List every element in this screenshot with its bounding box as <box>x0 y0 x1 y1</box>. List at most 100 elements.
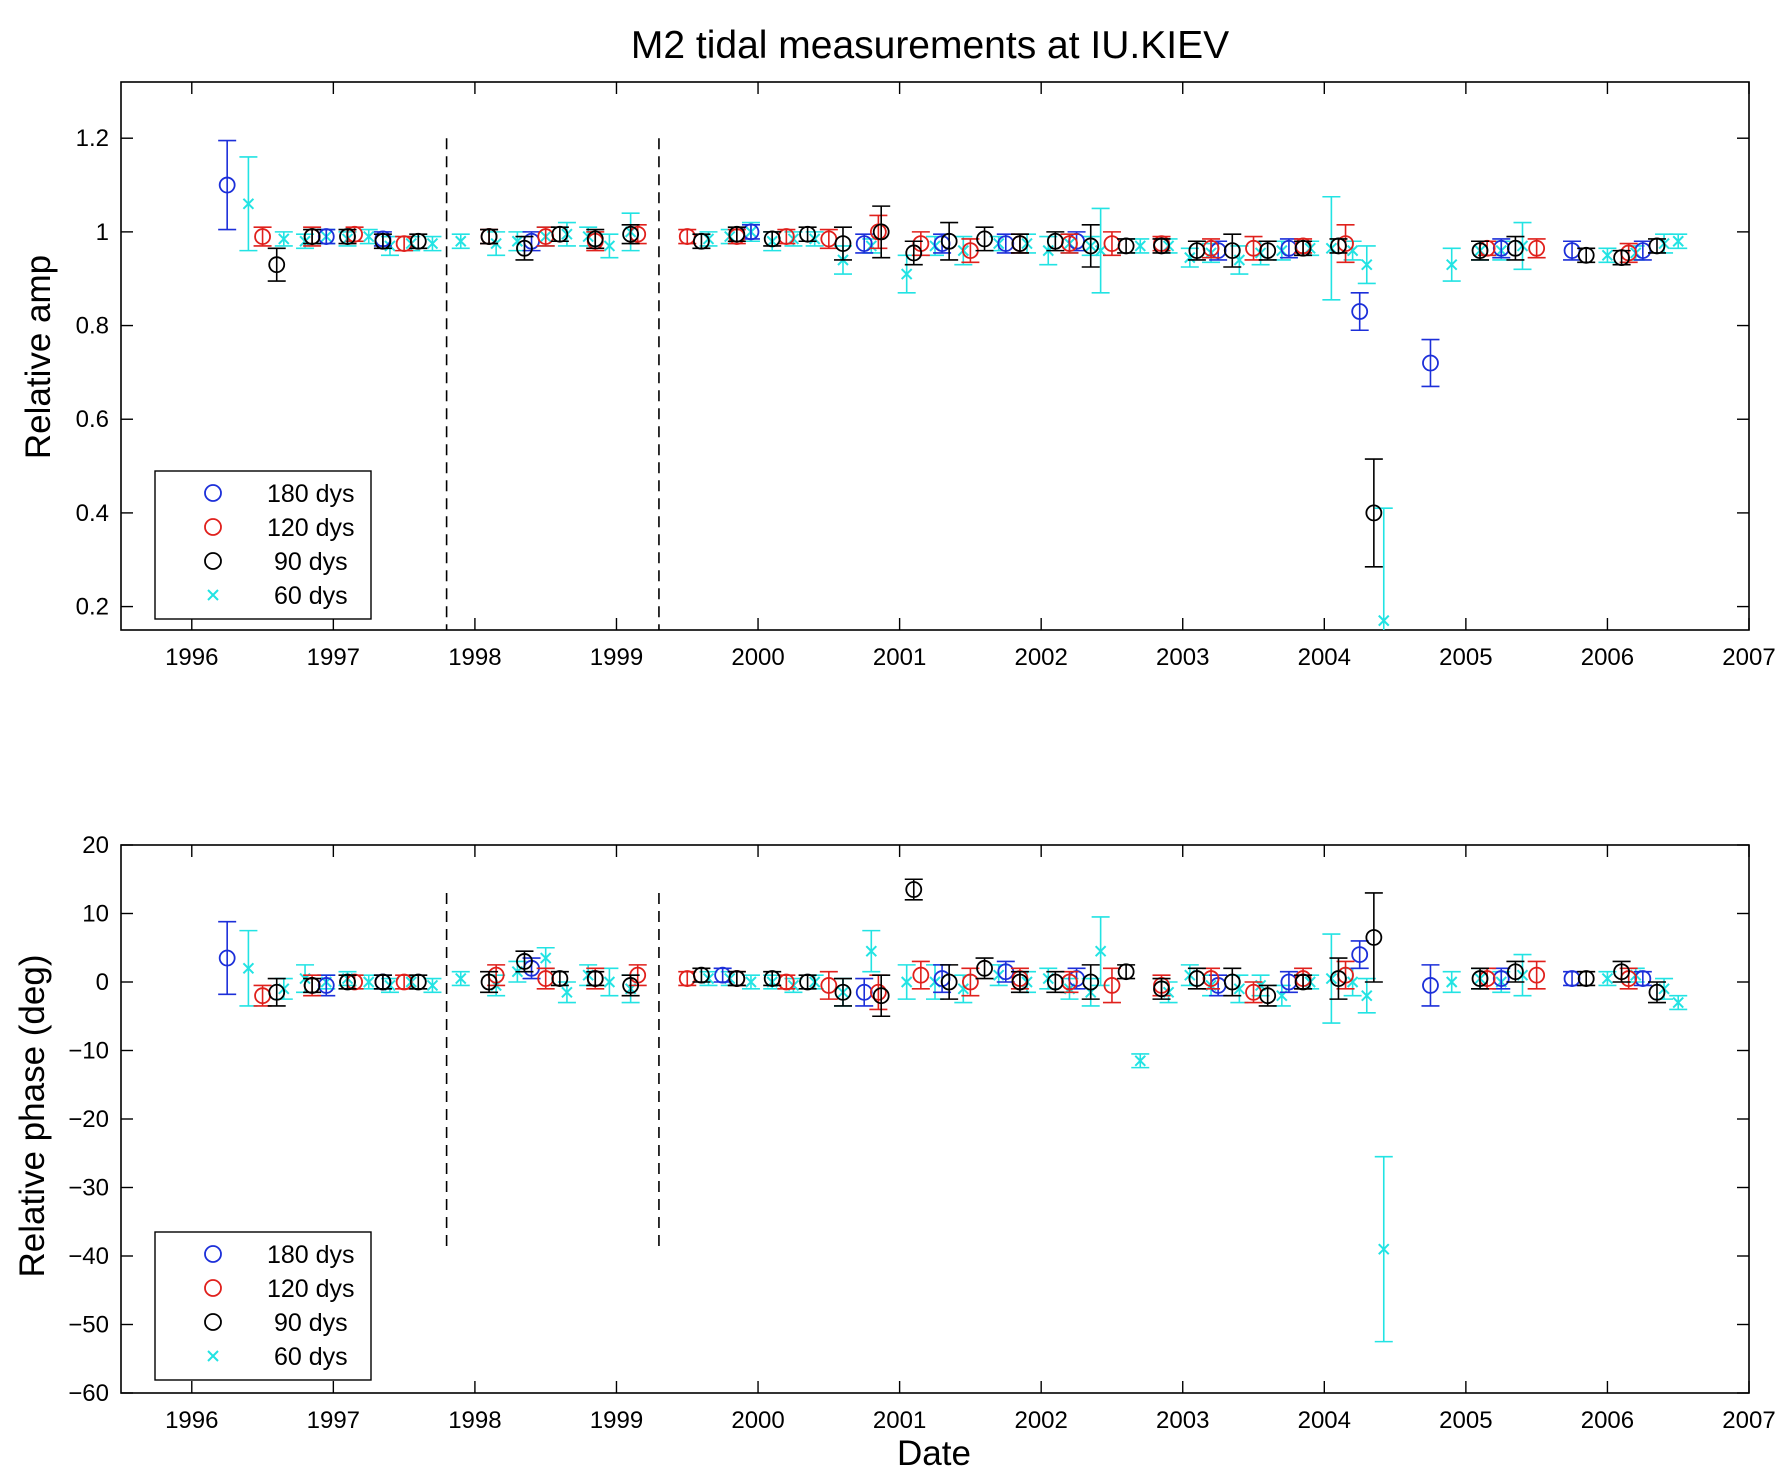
x-tick-label: 2000 <box>731 1407 784 1434</box>
data-point <box>1471 242 1489 260</box>
data-point <box>693 232 710 250</box>
data-point <box>1365 504 1383 522</box>
data-point <box>1422 977 1439 994</box>
data-point <box>1103 977 1121 994</box>
data-point <box>511 235 524 247</box>
data-point <box>268 256 286 274</box>
legend-label: 60 dys <box>267 582 348 610</box>
legend-marker <box>204 1313 222 1331</box>
x-tick-label: 2007 <box>1722 1407 1775 1434</box>
data-point <box>808 233 821 245</box>
x-tick-label: 2000 <box>731 644 784 671</box>
data-point <box>1577 970 1595 987</box>
data-point <box>1134 240 1146 252</box>
data-point <box>603 976 616 988</box>
series-90-dys <box>267 878 1666 1018</box>
data-point <box>1259 987 1277 1005</box>
data-point <box>303 977 321 994</box>
series-180-dys <box>218 139 1652 388</box>
x-tick-label: 2001 <box>873 1407 926 1434</box>
data-point <box>622 977 640 994</box>
data-point <box>869 983 887 1001</box>
data-point <box>1361 989 1373 1002</box>
data-point <box>900 268 913 280</box>
x-tick-label: 1996 <box>165 1407 218 1434</box>
data-point <box>426 237 439 250</box>
legend-label: 120 dys <box>267 514 355 542</box>
data-point <box>1351 946 1369 963</box>
legend-marker <box>204 1279 222 1297</box>
x-tick-label: 2005 <box>1439 1407 1492 1434</box>
data-point <box>363 230 375 243</box>
data-point <box>940 973 958 991</box>
data-point <box>905 881 923 898</box>
data-point <box>1259 242 1277 260</box>
x-tick-label: 2002 <box>1014 644 1067 671</box>
data-point <box>539 952 552 964</box>
data-point <box>834 983 852 1001</box>
data-point <box>409 973 427 991</box>
data-point <box>693 966 710 984</box>
data-point <box>1223 973 1241 991</box>
data-point <box>855 235 873 252</box>
legend-marker <box>204 518 222 536</box>
data-point <box>622 225 640 243</box>
data-point <box>1233 983 1246 995</box>
data-point <box>763 970 781 987</box>
legend-marker <box>204 484 222 502</box>
data-point <box>1446 976 1458 988</box>
series-90-dys <box>267 205 1666 568</box>
data-point <box>1672 235 1684 247</box>
data-point <box>516 953 533 970</box>
amplitude-panel: 1996 1997 1998 1999 2000 2001 2002 2003 2004 2005… <box>76 81 1776 671</box>
data-point <box>1346 244 1359 257</box>
legend-label: 180 dys <box>267 1241 355 1269</box>
x-tick-label: 1997 <box>307 1407 360 1434</box>
data-point <box>561 986 573 998</box>
data-point <box>865 945 878 957</box>
data-point <box>1613 963 1630 981</box>
data-point <box>957 983 970 995</box>
data-point <box>1330 970 1347 987</box>
data-point <box>1294 239 1312 257</box>
data-point <box>374 232 392 250</box>
data-point <box>1577 246 1595 264</box>
x-tick-label: 1999 <box>590 644 643 671</box>
data-point <box>299 235 311 247</box>
legend: 180 dys 120 dys 90 dys 60 dys <box>154 1231 372 1381</box>
legend-label: 90 dys <box>267 1309 348 1337</box>
x-tick-label: 1999 <box>590 1407 643 1434</box>
x-tick-label: 2004 <box>1298 644 1351 671</box>
legend-marker <box>207 1350 219 1362</box>
data-point <box>940 232 958 250</box>
legend-marker <box>204 1245 222 1263</box>
data-point <box>218 949 236 967</box>
legend-marker <box>204 552 222 570</box>
y-tick-label: 20 <box>82 832 109 859</box>
phase-panel: 1996 1997 1998 1999 2000 2001 2002 2003 2004 2005… <box>68 832 1775 1434</box>
data-point <box>551 225 569 243</box>
y-tick-label: −30 <box>68 1175 109 1202</box>
data-point <box>1082 237 1100 255</box>
data-point <box>872 987 890 1005</box>
data-point <box>1648 983 1666 1001</box>
data-point <box>303 228 321 245</box>
data-point <box>242 198 255 210</box>
data-point <box>1422 354 1439 372</box>
data-point <box>586 970 604 987</box>
data-point <box>763 230 781 248</box>
y-tick-label: 0.4 <box>76 500 109 527</box>
data-layer <box>218 139 1688 630</box>
legend-label: 90 dys <box>267 548 348 576</box>
data-point <box>1294 973 1312 991</box>
data-point <box>1446 258 1458 271</box>
data-point <box>1471 970 1489 987</box>
data-point <box>1365 929 1383 946</box>
x-tick-label: 1997 <box>307 644 360 671</box>
data-point <box>1082 973 1100 991</box>
data-point <box>1528 239 1546 257</box>
data-point <box>799 225 816 243</box>
legend-box <box>154 1231 372 1381</box>
data-point <box>1046 973 1064 991</box>
